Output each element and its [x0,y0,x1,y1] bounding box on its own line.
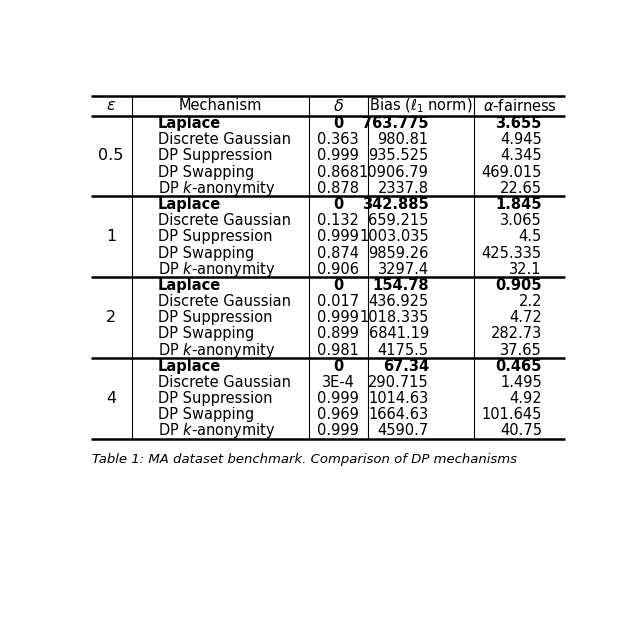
Text: $\alpha$-fairness: $\alpha$-fairness [483,98,557,113]
Text: 0.999: 0.999 [317,424,359,439]
Text: $\delta$: $\delta$ [333,98,344,113]
Text: 1014.63: 1014.63 [369,391,429,406]
Text: 0.999: 0.999 [317,229,359,244]
Text: 0.874: 0.874 [317,245,359,260]
Text: Discrete Gaussian: Discrete Gaussian [157,375,291,390]
Text: DP Swapping: DP Swapping [157,407,253,422]
Text: 9859.26: 9859.26 [369,245,429,260]
Text: DP $k$-anonymity: DP $k$-anonymity [157,260,275,278]
Text: 282.73: 282.73 [491,326,542,341]
Text: 2: 2 [106,310,116,325]
Text: DP $k$-anonymity: DP $k$-anonymity [157,421,275,440]
Text: 1018.335: 1018.335 [360,310,429,325]
Text: 2.2: 2.2 [518,294,542,309]
Text: 0.969: 0.969 [317,407,359,422]
Text: Laplace: Laplace [157,359,221,374]
Text: 4.5: 4.5 [518,229,542,244]
Text: 10906.79: 10906.79 [359,164,429,179]
Text: 37.65: 37.65 [500,343,542,358]
Text: 0.017: 0.017 [317,294,359,309]
Text: Laplace: Laplace [157,197,221,212]
Text: 4.72: 4.72 [509,310,542,325]
Text: 1664.63: 1664.63 [369,407,429,422]
Text: 1.495: 1.495 [500,375,542,390]
Text: 0: 0 [333,278,343,293]
Text: Bias ($\ell_1$ norm): Bias ($\ell_1$ norm) [369,97,473,115]
Text: $\epsilon$: $\epsilon$ [106,98,116,113]
Text: 0.899: 0.899 [317,326,359,341]
Text: 4: 4 [106,391,116,406]
Text: 980.81: 980.81 [378,132,429,147]
Text: 1003.035: 1003.035 [359,229,429,244]
Text: 290.715: 290.715 [368,375,429,390]
Text: DP $k$-anonymity: DP $k$-anonymity [157,341,275,359]
Text: 0.999: 0.999 [317,310,359,325]
Text: 40.75: 40.75 [500,424,542,439]
Text: 436.925: 436.925 [369,294,429,309]
Text: DP Suppression: DP Suppression [157,391,272,406]
Text: 67.34: 67.34 [383,359,429,374]
Text: 6841.19: 6841.19 [369,326,429,341]
Text: DP Swapping: DP Swapping [157,164,253,179]
Text: Table 1: MA dataset benchmark. Comparison of DP mechanisms: Table 1: MA dataset benchmark. Compariso… [92,453,517,466]
Text: 935.525: 935.525 [369,148,429,163]
Text: DP Suppression: DP Suppression [157,229,272,244]
Text: 0.999: 0.999 [317,391,359,406]
Text: 101.645: 101.645 [481,407,542,422]
Text: 3.065: 3.065 [500,213,542,228]
Text: 0.5: 0.5 [99,148,124,163]
Text: 0.363: 0.363 [317,132,359,147]
Text: 0.981: 0.981 [317,343,359,358]
Text: 0.878: 0.878 [317,181,359,196]
Text: 2337.8: 2337.8 [378,181,429,196]
Text: Discrete Gaussian: Discrete Gaussian [157,213,291,228]
Text: 32.1: 32.1 [509,262,542,277]
Text: 1: 1 [106,229,116,244]
Text: 4.945: 4.945 [500,132,542,147]
Text: Mechanism: Mechanism [179,98,262,113]
Text: 4590.7: 4590.7 [378,424,429,439]
Text: Laplace: Laplace [157,116,221,131]
Text: 0.905: 0.905 [495,278,542,293]
Text: 425.335: 425.335 [482,245,542,260]
Text: DP $k$-anonymity: DP $k$-anonymity [157,179,275,198]
Text: 4.345: 4.345 [500,148,542,163]
Text: DP Swapping: DP Swapping [157,326,253,341]
Text: 154.78: 154.78 [372,278,429,293]
Text: 0.999: 0.999 [317,148,359,163]
Text: 3E-4: 3E-4 [322,375,355,390]
Text: Discrete Gaussian: Discrete Gaussian [157,132,291,147]
Text: 659.215: 659.215 [369,213,429,228]
Text: Laplace: Laplace [157,278,221,293]
Text: 0.465: 0.465 [495,359,542,374]
Text: 22.65: 22.65 [500,181,542,196]
Text: Discrete Gaussian: Discrete Gaussian [157,294,291,309]
Text: 469.015: 469.015 [481,164,542,179]
Text: 0.868: 0.868 [317,164,359,179]
Text: 4.92: 4.92 [509,391,542,406]
Text: 763.775: 763.775 [362,116,429,131]
Text: 0.132: 0.132 [317,213,359,228]
Text: 4175.5: 4175.5 [378,343,429,358]
Text: 1.845: 1.845 [495,197,542,212]
Text: 0: 0 [333,197,343,212]
Text: DP Suppression: DP Suppression [157,148,272,163]
Text: 0: 0 [333,116,343,131]
Text: 0.906: 0.906 [317,262,359,277]
Text: 3297.4: 3297.4 [378,262,429,277]
Text: 3.655: 3.655 [495,116,542,131]
Text: 0: 0 [333,359,343,374]
Text: 342.885: 342.885 [362,197,429,212]
Text: DP Suppression: DP Suppression [157,310,272,325]
Text: DP Swapping: DP Swapping [157,245,253,260]
